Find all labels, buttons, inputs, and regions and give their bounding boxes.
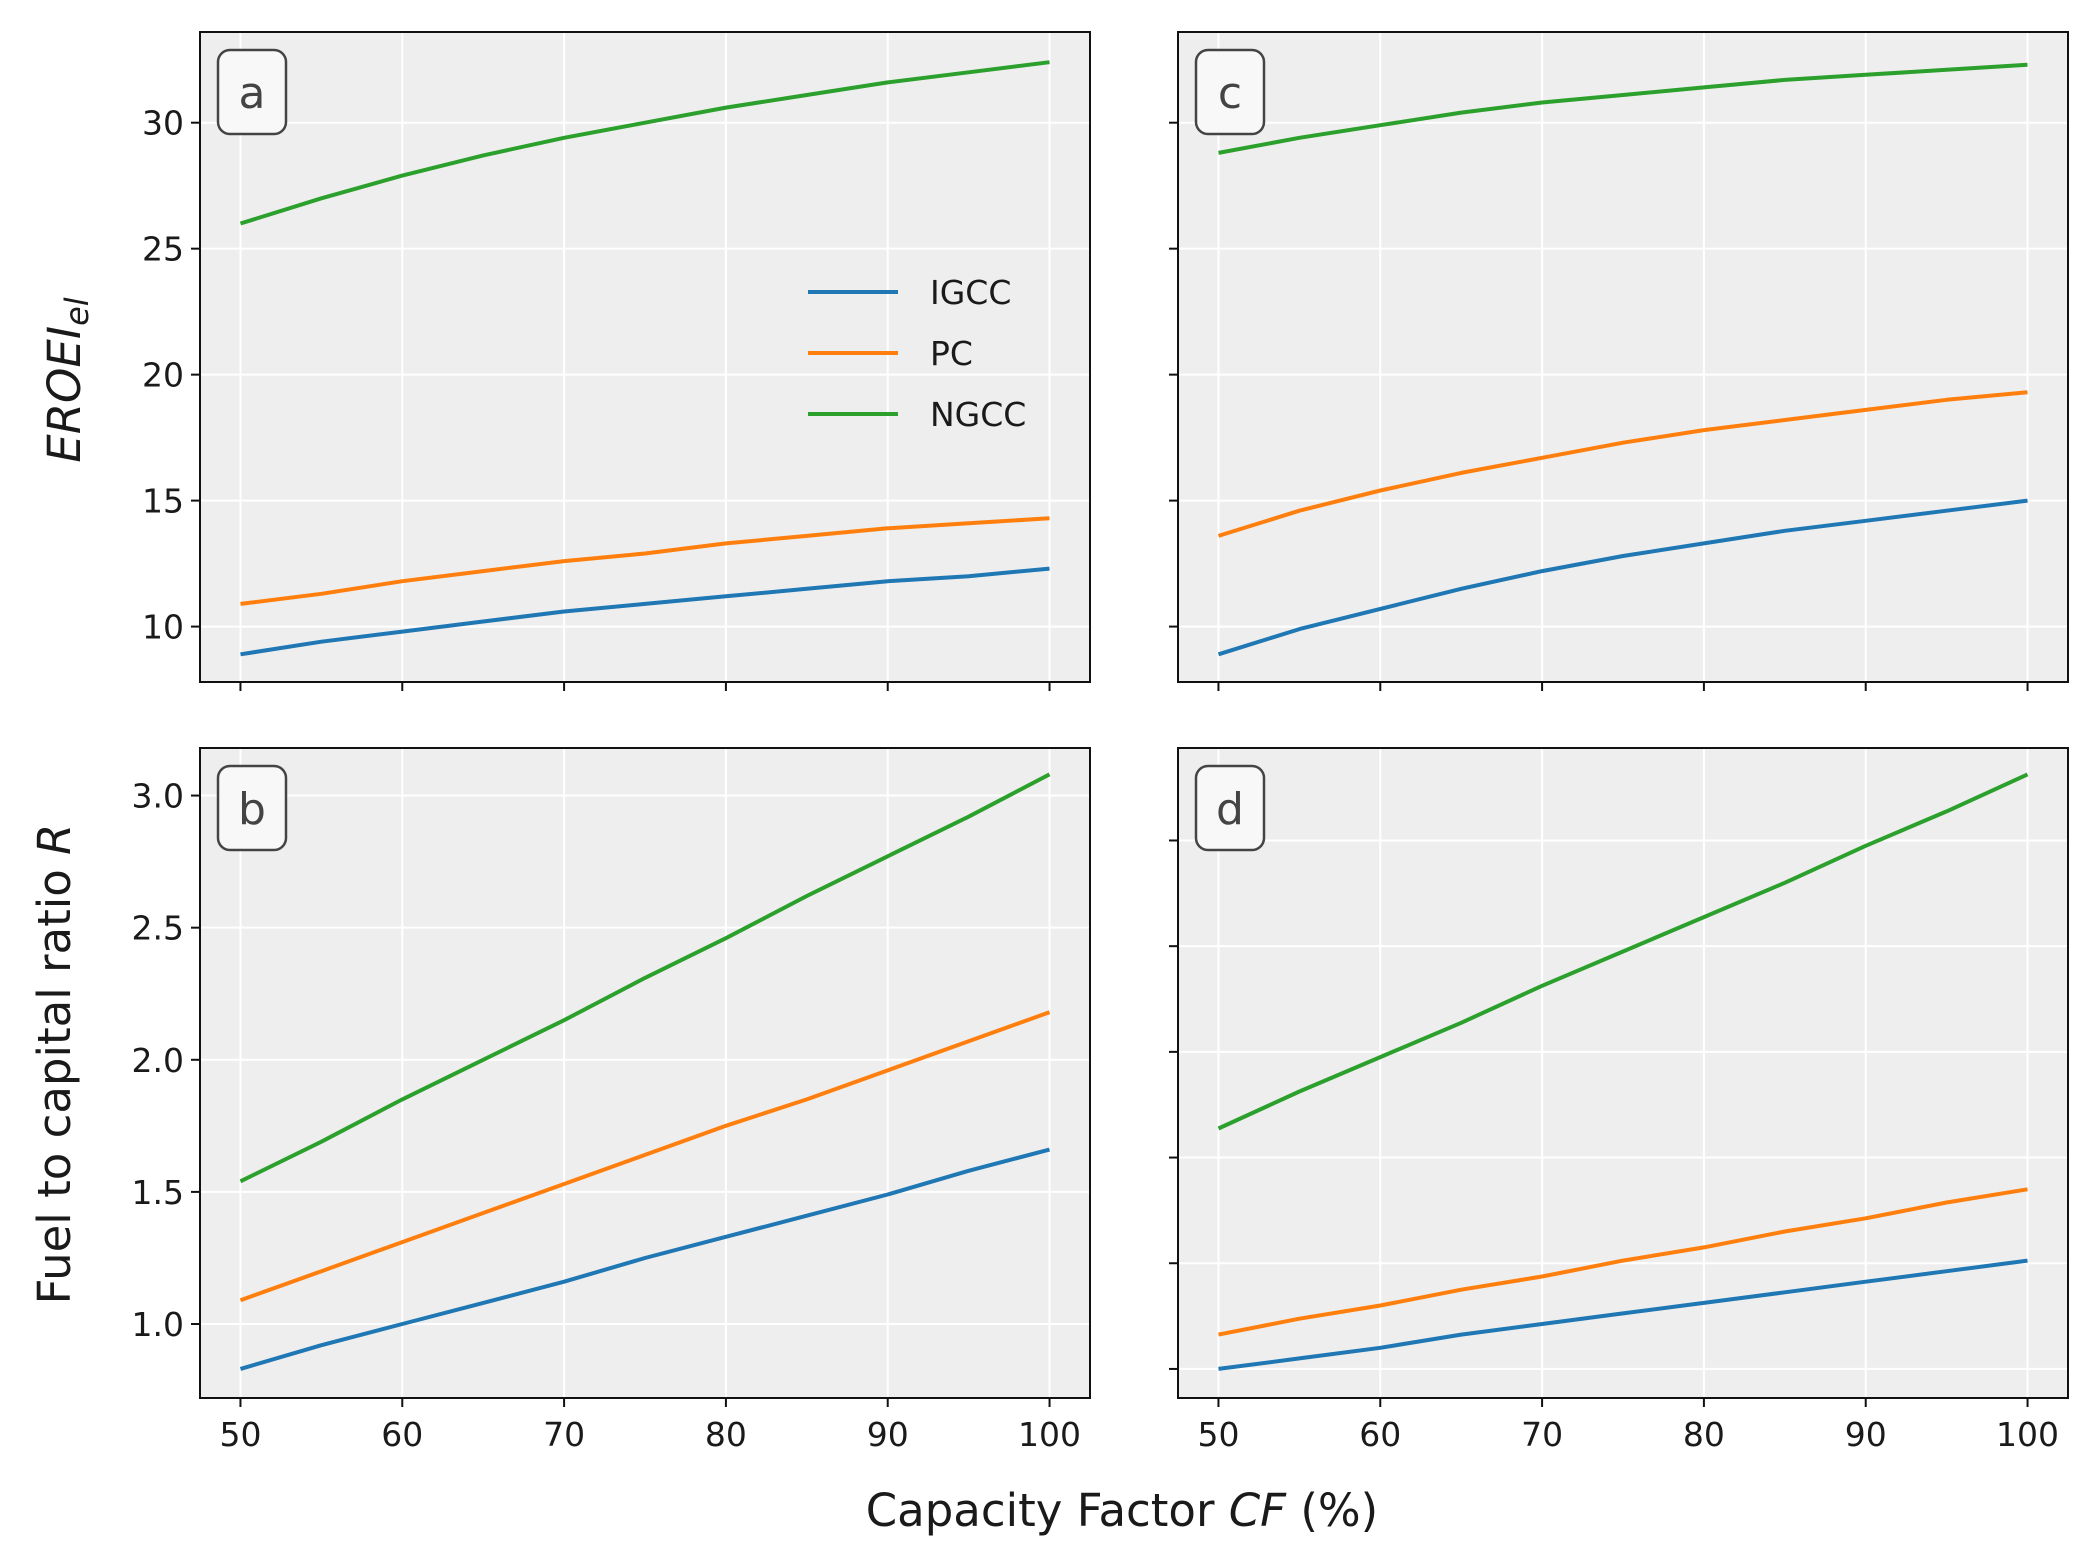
- panel-label-b: b: [238, 784, 266, 835]
- y-axis-label-bottom: Fuel to capital ratio R: [28, 824, 81, 1305]
- series-line-d-pc: [1218, 1187, 2028, 1337]
- axes-frame-d: [1177, 747, 2069, 1399]
- y-tick-label-a-0: 10: [142, 608, 184, 647]
- y-tick-label-a-4: 30: [142, 104, 184, 143]
- panel-label-d: d: [1216, 784, 1244, 835]
- x-tick-label-b-2: 70: [543, 1415, 585, 1454]
- panel-badge-b: [216, 764, 288, 852]
- panel-badge-d: [1194, 764, 1266, 852]
- y-tick-label-b-3: 2.5: [132, 909, 184, 948]
- y-axis-label-top: EROEIel: [38, 297, 96, 463]
- y-tick-label-b-1: 1.5: [132, 1173, 184, 1212]
- y-tick-label-a-2: 20: [142, 356, 184, 395]
- y-tick-label-a-3: 25: [142, 230, 184, 269]
- panel-label-a: a: [239, 68, 266, 119]
- y-tick-label-b-4: 3.0: [132, 777, 184, 816]
- plot-area-d: [1178, 748, 2068, 1398]
- panel-badge-a: [216, 48, 288, 136]
- legend-label-igcc: IGCC: [930, 273, 1011, 312]
- axes-frame-a: [199, 31, 1091, 683]
- x-tick-label-d-4: 90: [1845, 1415, 1887, 1454]
- legend: IGCC PC NGCC: [808, 273, 1026, 434]
- series-line-c-pc: [1217, 390, 2028, 538]
- x-tick-label-d-1: 60: [1359, 1415, 1401, 1454]
- x-tick-label-b-4: 90: [867, 1415, 909, 1454]
- series-line-c-ngcc: [1218, 62, 2028, 155]
- legend-label-ngcc: NGCC: [930, 395, 1026, 434]
- x-tick-label-d-3: 80: [1683, 1415, 1725, 1454]
- series-line-a-igcc: [240, 566, 1050, 657]
- legend-label-pc: PC: [930, 334, 973, 373]
- series-line-c-igcc: [1217, 498, 2028, 657]
- series-line-a-pc: [240, 516, 1050, 606]
- series-line-b-ngcc: [239, 772, 1051, 1184]
- panel-label-c: c: [1218, 68, 1242, 119]
- series-line-d-igcc: [1218, 1258, 2028, 1371]
- x-tick-label-b-3: 80: [705, 1415, 747, 1454]
- x-tick-label-d-2: 70: [1521, 1415, 1563, 1454]
- series-line-d-ngcc: [1217, 772, 2029, 1131]
- plot-area-a: [200, 32, 1090, 682]
- series-line-a-ngcc: [239, 60, 1050, 226]
- axes-frame-c: [1177, 31, 2069, 683]
- y-tick-label-b-2: 2.0: [132, 1041, 184, 1080]
- panel-c: c: [1169, 31, 2069, 691]
- plot-area-c: [1178, 32, 2068, 682]
- series-line-b-igcc: [239, 1147, 1051, 1371]
- x-tick-label-b-5: 100: [1018, 1415, 1081, 1454]
- panel-d: 50 60 70 80 90 100 d: [1169, 747, 2069, 1454]
- panel-a: 10 15 20 25 30 a: [142, 31, 1091, 691]
- y-tick-label-a-1: 15: [142, 482, 184, 521]
- panels: 10 15 20 25 30 a 50 60 70 80 90 100 1.0 1.5 2.0 2.5 3.0 b…: [132, 31, 2069, 1454]
- series-line-b-pc: [239, 1010, 1051, 1303]
- panel-badge-c: [1194, 48, 1266, 136]
- x-tick-label-d-0: 50: [1197, 1415, 1239, 1454]
- y-tick-label-b-0: 1.0: [132, 1305, 184, 1344]
- x-tick-label-b-1: 60: [381, 1415, 423, 1454]
- plot-area-b: [200, 748, 1090, 1398]
- x-tick-label-b-0: 50: [219, 1415, 261, 1454]
- x-tick-label-d-5: 100: [1996, 1415, 2059, 1454]
- x-axis-label: Capacity Factor CF (%): [866, 1484, 1379, 1537]
- axes-frame-b: [199, 747, 1091, 1399]
- panel-b: 50 60 70 80 90 100 1.0 1.5 2.0 2.5 3.0 b: [132, 747, 1091, 1454]
